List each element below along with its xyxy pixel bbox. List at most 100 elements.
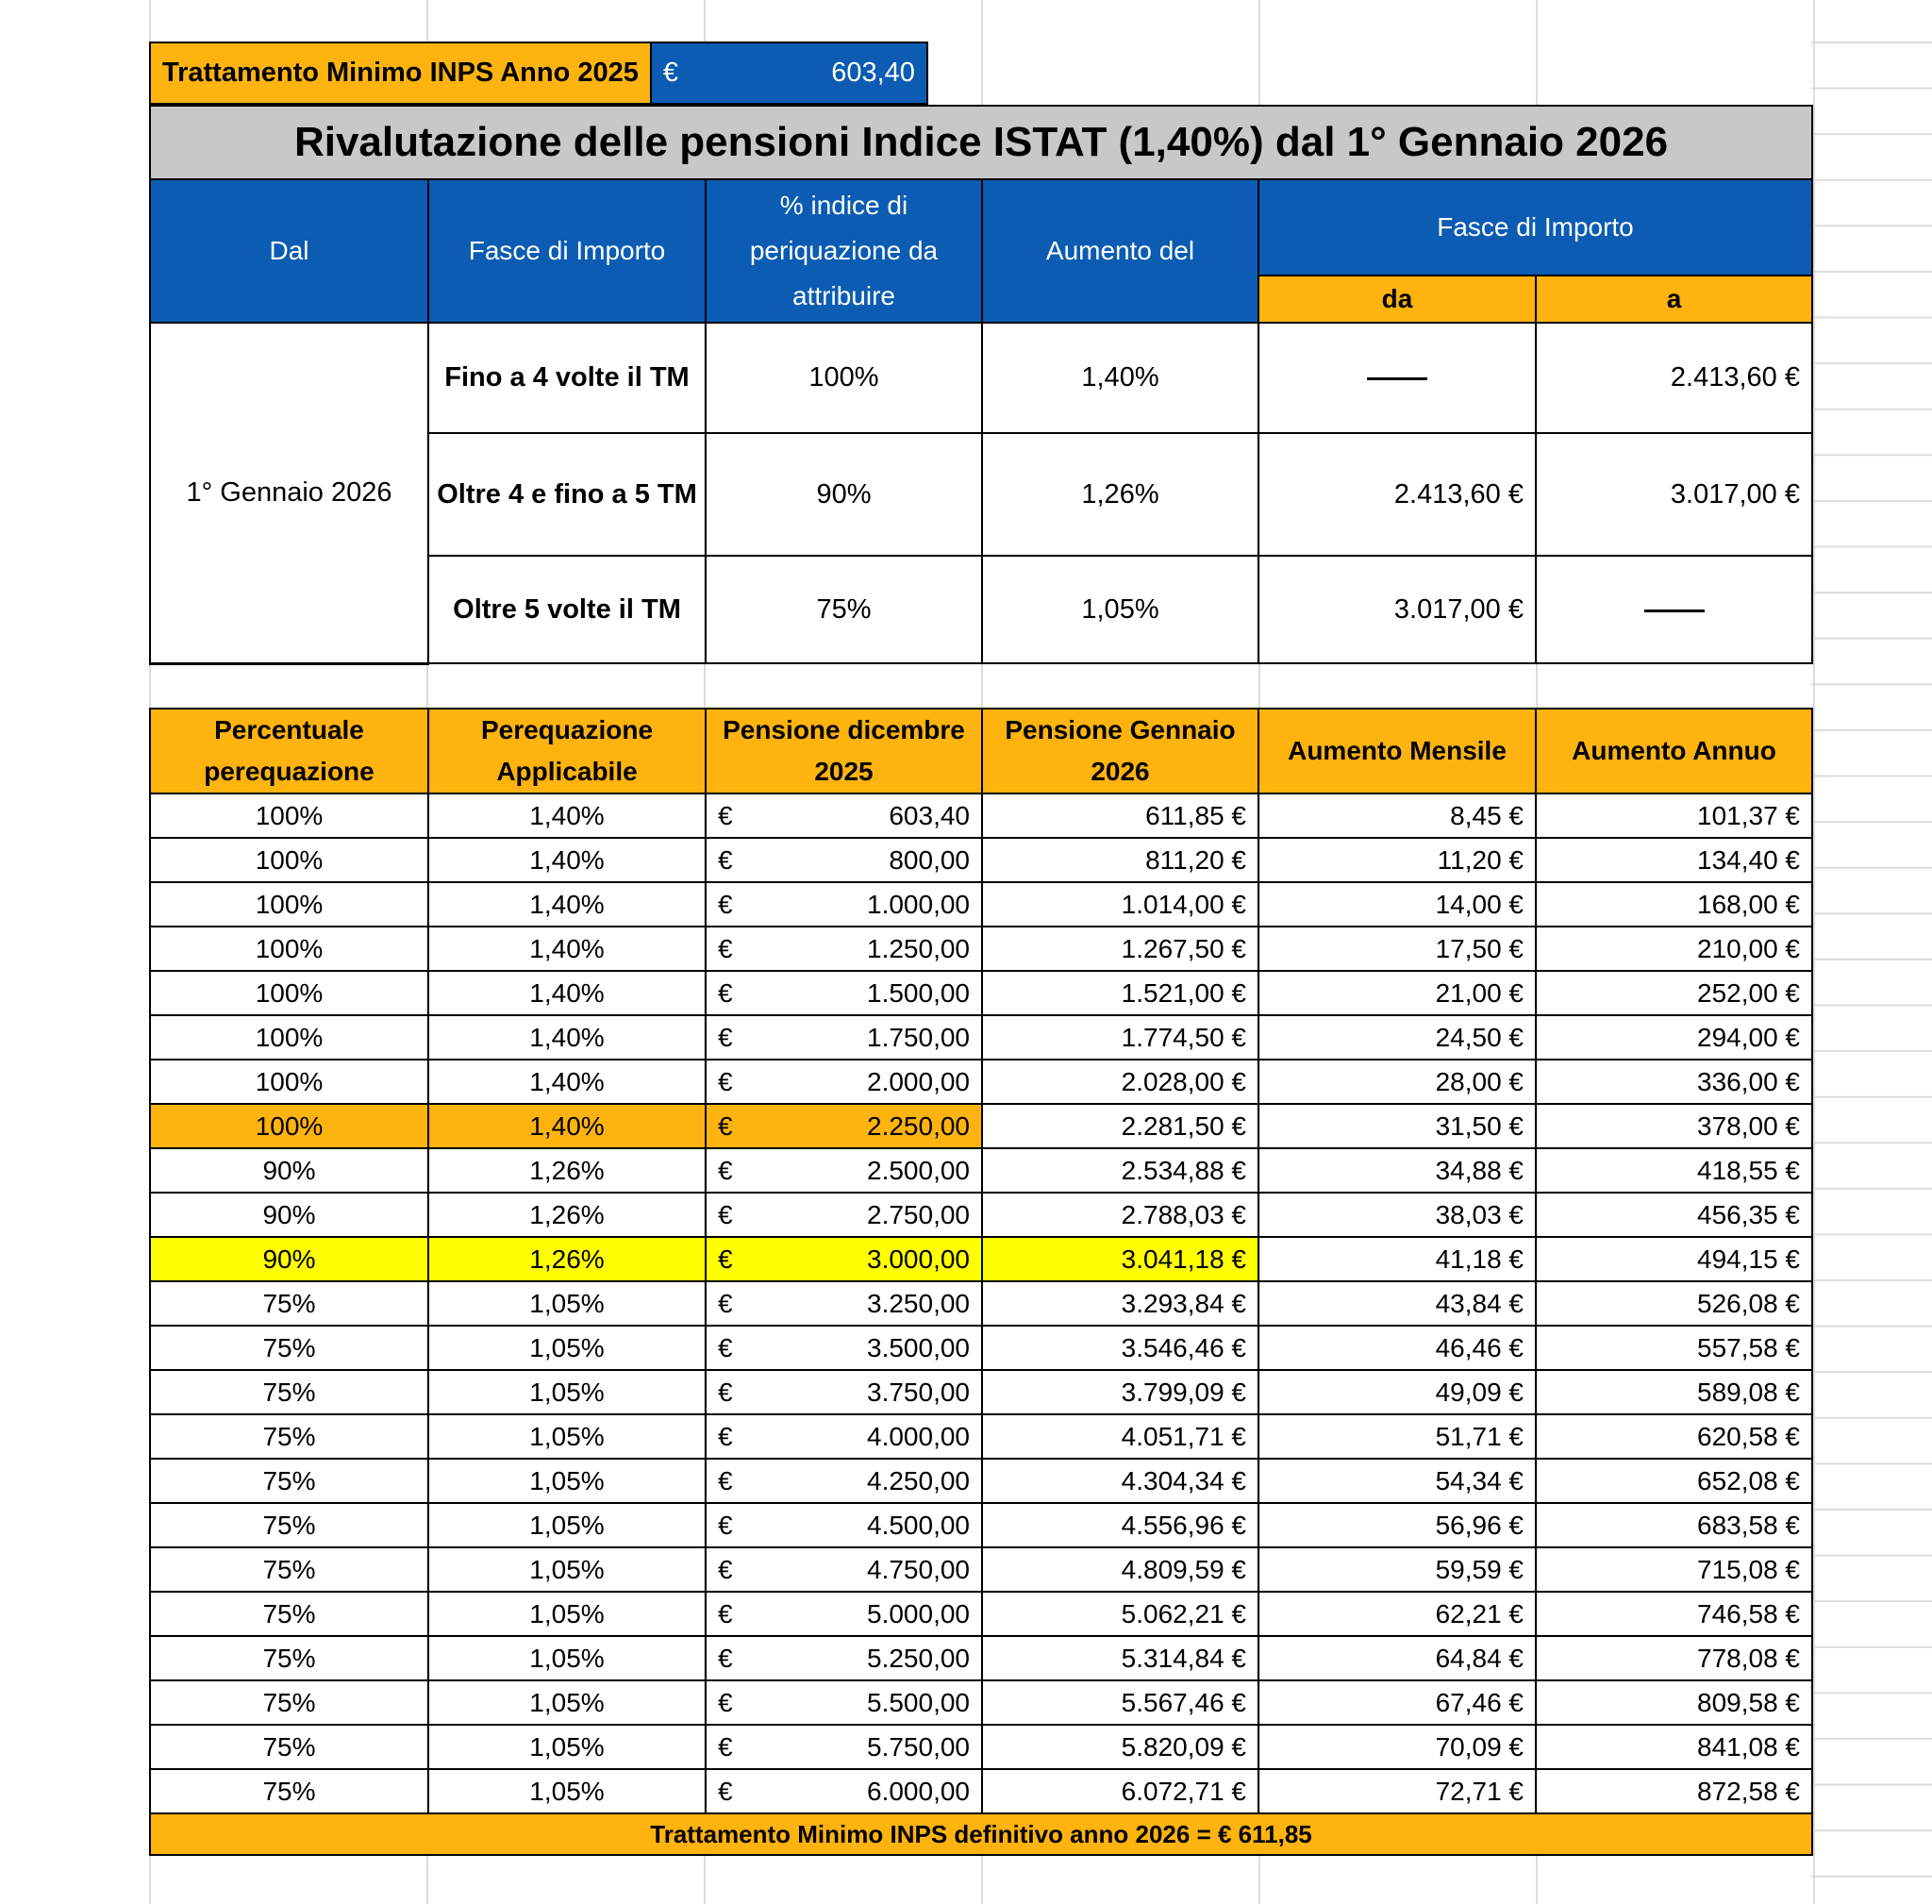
cell-aumento-mensile[interactable]: 31,50 €: [1257, 1103, 1537, 1149]
cell-pensione-gennaio[interactable]: 1.521,00 €: [981, 970, 1259, 1016]
cell-pensione-gennaio[interactable]: 1.267,50 €: [981, 926, 1259, 972]
header-fasce-importo[interactable]: Fasce di Importo: [1257, 178, 1813, 276]
cell-aumento-mensile[interactable]: 43,84 €: [1257, 1280, 1537, 1327]
band-indice[interactable]: 75%: [705, 555, 983, 664]
cell-pensione-dicembre[interactable]: €6.000,00: [705, 1768, 983, 1814]
cell-perequazione[interactable]: 1,26%: [427, 1147, 707, 1194]
cell-aumento-annuo[interactable]: 809,58 €: [1535, 1679, 1813, 1726]
cell-pensione-gennaio[interactable]: 4.556,96 €: [981, 1502, 1259, 1548]
footer-note[interactable]: Trattamento Minimo INPS definitivo anno …: [149, 1812, 1813, 1856]
header-fasce[interactable]: Fasce di Importo: [427, 178, 707, 324]
band-da[interactable]: 2.413,60 €: [1257, 432, 1537, 557]
cell-pensione-dicembre[interactable]: €4.000,00: [705, 1413, 983, 1460]
column-header[interactable]: Perequazione Applicabile: [427, 708, 707, 794]
cell-perequazione[interactable]: 1,05%: [427, 1679, 707, 1726]
cell-aumento-annuo[interactable]: 683,58 €: [1535, 1502, 1813, 1548]
cell-pensione-gennaio[interactable]: 2.281,50 €: [981, 1103, 1259, 1149]
cell-aumento-annuo[interactable]: 210,00 €: [1535, 926, 1813, 972]
cell-perequazione[interactable]: 1,05%: [427, 1635, 707, 1681]
column-header[interactable]: Aumento Annuo: [1535, 708, 1813, 794]
cell-aumento-mensile[interactable]: 11,20 €: [1257, 837, 1537, 883]
cell-pensione-gennaio[interactable]: 2.028,00 €: [981, 1059, 1259, 1105]
cell-pensione-dicembre[interactable]: €1.750,00: [705, 1014, 983, 1061]
cell-pensione-dicembre[interactable]: €2.000,00: [705, 1059, 983, 1105]
band-aumento[interactable]: 1,05%: [981, 555, 1259, 664]
cell-pensione-gennaio[interactable]: 4.051,71 €: [981, 1413, 1259, 1460]
cell-perequazione[interactable]: 1,40%: [427, 837, 707, 883]
cell-aumento-mensile[interactable]: 56,96 €: [1257, 1502, 1537, 1548]
cell-perequazione[interactable]: 1,05%: [427, 1458, 707, 1504]
minimum-label[interactable]: Trattamento Minimo INPS Anno 2025: [149, 42, 652, 105]
cell-aumento-mensile[interactable]: 14,00 €: [1257, 881, 1537, 927]
cell-aumento-annuo[interactable]: 294,00 €: [1535, 1014, 1813, 1061]
header-a[interactable]: a: [1535, 275, 1813, 324]
cell-aumento-annuo[interactable]: 134,40 €: [1535, 837, 1813, 883]
cell-pensione-dicembre[interactable]: €5.000,00: [705, 1591, 983, 1637]
cell-pensione-dicembre[interactable]: €2.500,00: [705, 1147, 983, 1194]
cell-pensione-gennaio[interactable]: 5.567,46 €: [981, 1679, 1259, 1726]
cell-aumento-annuo[interactable]: 557,58 €: [1535, 1325, 1813, 1371]
cell-aumento-annuo[interactable]: 418,55 €: [1535, 1147, 1813, 1194]
cell-percentuale[interactable]: 75%: [149, 1325, 429, 1371]
cell-pensione-gennaio[interactable]: 1.774,50 €: [981, 1014, 1259, 1061]
cell-aumento-mensile[interactable]: 41,18 €: [1257, 1236, 1537, 1282]
cell-perequazione[interactable]: 1,05%: [427, 1502, 707, 1548]
cell-percentuale[interactable]: 90%: [149, 1192, 429, 1238]
cell-aumento-mensile[interactable]: 8,45 €: [1257, 793, 1537, 839]
cell-aumento-mensile[interactable]: 51,71 €: [1257, 1413, 1537, 1460]
cell-perequazione[interactable]: 1,26%: [427, 1236, 707, 1282]
cell-pensione-gennaio[interactable]: 3.293,84 €: [981, 1280, 1259, 1327]
band-aumento[interactable]: 1,40%: [981, 322, 1259, 434]
header-aumento[interactable]: Aumento del: [981, 178, 1259, 324]
cell-aumento-mensile[interactable]: 17,50 €: [1257, 926, 1537, 972]
cell-aumento-annuo[interactable]: 620,58 €: [1535, 1413, 1813, 1460]
header-da[interactable]: da: [1257, 275, 1537, 324]
cell-percentuale[interactable]: 75%: [149, 1591, 429, 1637]
cell-aumento-annuo[interactable]: 252,00 €: [1535, 970, 1813, 1016]
band-a[interactable]: [1535, 555, 1813, 664]
column-header[interactable]: Pensione dicembre 2025: [705, 708, 983, 794]
minimum-value-cell[interactable]: €603,40: [649, 42, 928, 105]
cell-perequazione[interactable]: 1,26%: [427, 1192, 707, 1238]
band-fascia[interactable]: Fino a 4 volte il TM: [427, 322, 707, 434]
cell-pensione-gennaio[interactable]: 2.788,03 €: [981, 1192, 1259, 1238]
cell-percentuale[interactable]: 100%: [149, 1014, 429, 1061]
cell-pensione-gennaio[interactable]: 811,20 €: [981, 837, 1259, 883]
cell-percentuale[interactable]: 100%: [149, 881, 429, 927]
column-header[interactable]: Aumento Mensile: [1257, 708, 1537, 794]
cell-percentuale[interactable]: 75%: [149, 1768, 429, 1814]
cell-aumento-annuo[interactable]: 456,35 €: [1535, 1192, 1813, 1238]
cell-perequazione[interactable]: 1,05%: [427, 1724, 707, 1770]
cell-pensione-dicembre[interactable]: €2.750,00: [705, 1192, 983, 1238]
band-fascia[interactable]: Oltre 5 volte il TM: [427, 555, 707, 664]
cell-aumento-annuo[interactable]: 526,08 €: [1535, 1280, 1813, 1327]
cell-percentuale[interactable]: 90%: [149, 1236, 429, 1282]
cell-pensione-gennaio[interactable]: 5.820,09 €: [981, 1724, 1259, 1770]
cell-aumento-mensile[interactable]: 54,34 €: [1257, 1458, 1537, 1504]
cell-pensione-dicembre[interactable]: €4.250,00: [705, 1458, 983, 1504]
cell-pensione-gennaio[interactable]: 611,85 €: [981, 793, 1259, 839]
cell-pensione-gennaio[interactable]: 2.534,88 €: [981, 1147, 1259, 1194]
cell-aumento-mensile[interactable]: 24,50 €: [1257, 1014, 1537, 1061]
cell-aumento-mensile[interactable]: 64,84 €: [1257, 1635, 1537, 1681]
cell-aumento-annuo[interactable]: 168,00 €: [1535, 881, 1813, 927]
cell-aumento-mensile[interactable]: 67,46 €: [1257, 1679, 1537, 1726]
cell-aumento-annuo[interactable]: 336,00 €: [1535, 1059, 1813, 1105]
cell-pensione-gennaio[interactable]: 3.041,18 €: [981, 1236, 1259, 1282]
band-date[interactable]: 1° Gennaio 2026: [149, 322, 429, 665]
cell-aumento-mensile[interactable]: 72,71 €: [1257, 1768, 1537, 1814]
band-a[interactable]: 2.413,60 €: [1535, 322, 1813, 434]
cell-perequazione[interactable]: 1,40%: [427, 881, 707, 927]
cell-aumento-mensile[interactable]: 49,09 €: [1257, 1369, 1537, 1415]
cell-pensione-gennaio[interactable]: 1.014,00 €: [981, 881, 1259, 927]
cell-perequazione[interactable]: 1,05%: [427, 1369, 707, 1415]
cell-aumento-annuo[interactable]: 652,08 €: [1535, 1458, 1813, 1504]
cell-pensione-dicembre[interactable]: €1.000,00: [705, 881, 983, 927]
cell-percentuale[interactable]: 100%: [149, 793, 429, 839]
cell-pensione-dicembre[interactable]: €1.500,00: [705, 970, 983, 1016]
cell-percentuale[interactable]: 100%: [149, 970, 429, 1016]
cell-aumento-mensile[interactable]: 38,03 €: [1257, 1192, 1537, 1238]
cell-aumento-mensile[interactable]: 28,00 €: [1257, 1059, 1537, 1105]
cell-percentuale[interactable]: 100%: [149, 926, 429, 972]
cell-aumento-annuo[interactable]: 378,00 €: [1535, 1103, 1813, 1149]
